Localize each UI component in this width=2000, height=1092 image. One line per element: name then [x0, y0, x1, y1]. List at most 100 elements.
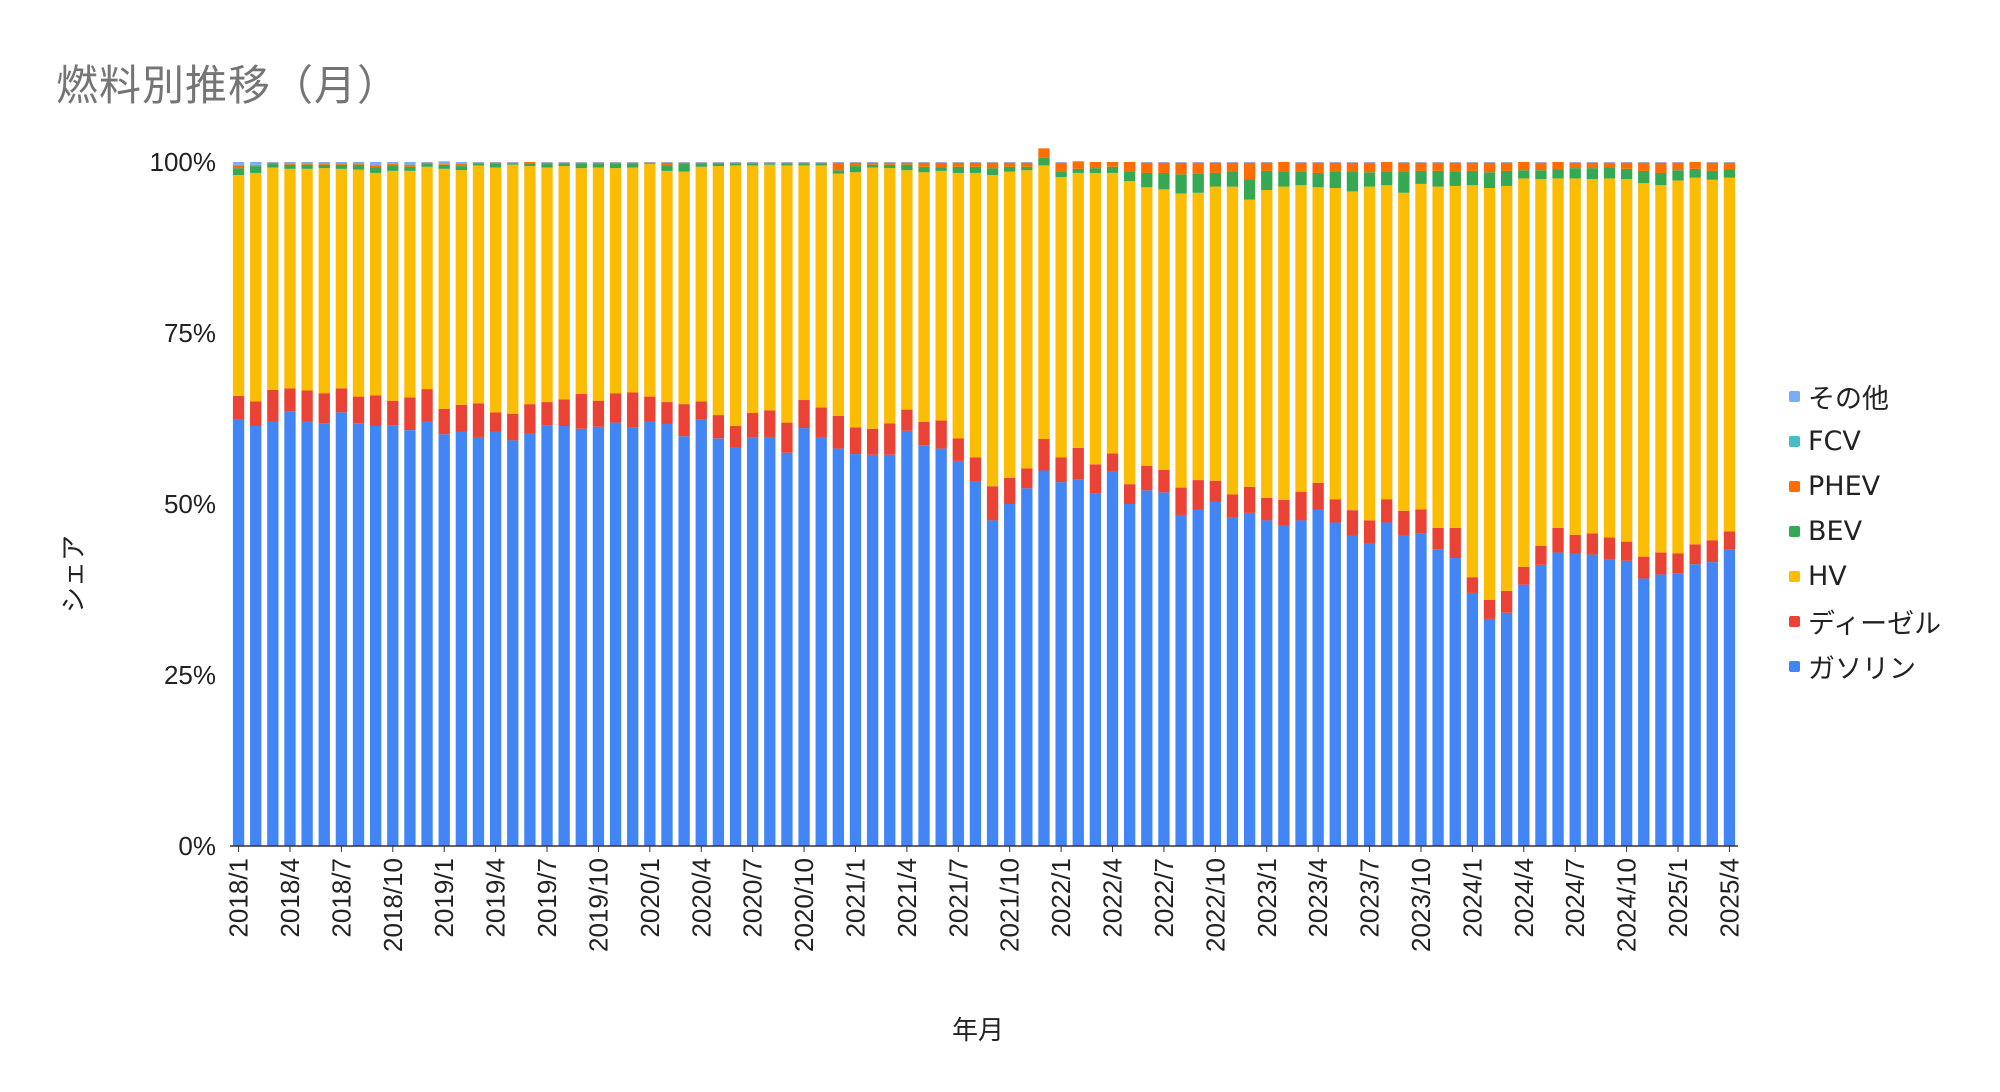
bar-segment: [1723, 169, 1736, 178]
bar-segment: [884, 162, 896, 163]
bar-segment: [1415, 170, 1427, 184]
bar-segment: [404, 162, 416, 165]
bar-segment: [1346, 162, 1359, 163]
bar-segment: [1535, 162, 1547, 171]
bar-segment: [1415, 533, 1427, 846]
x-tick-label: 2023/4: [1303, 858, 1333, 938]
bar-segment: [678, 171, 690, 405]
bar-segment: [969, 481, 982, 846]
bar-segment: [1192, 162, 1204, 163]
bar-segment: [1398, 171, 1410, 193]
bar-segment: [541, 167, 553, 403]
bar-segment: [1038, 165, 1050, 440]
bar-segment: [1226, 162, 1239, 163]
bar-segment: [267, 389, 279, 422]
bar-segment: [1363, 542, 1376, 846]
bar-segment: [575, 163, 587, 169]
x-tick-label: 2020/10: [789, 858, 819, 952]
bar-segment: [952, 162, 964, 167]
bar-segment: [318, 162, 330, 164]
bar-segment: [918, 166, 930, 173]
bar-segment: [849, 166, 862, 173]
bar-segment: [1603, 167, 1616, 179]
x-tick-label: 2023/10: [1406, 858, 1436, 952]
bar-segment: [1706, 562, 1718, 846]
bar-segment: [1501, 162, 1513, 163]
bar-segment: [901, 162, 913, 165]
legend-label: その他: [1808, 384, 1889, 415]
bar-segment: [1672, 573, 1684, 846]
bar-segment: [404, 164, 416, 165]
bar-segment: [1398, 535, 1410, 846]
chart-title: 燃料別推移（月）: [56, 61, 401, 110]
bar-segment: [1106, 166, 1119, 173]
bar-segment: [1552, 169, 1564, 179]
y-tick-label: 0%: [178, 831, 216, 861]
bar-segment: [678, 162, 690, 163]
bar-segment: [712, 166, 725, 416]
bar-segment: [1655, 162, 1667, 173]
bar-segment: [1175, 174, 1187, 194]
bar-segment: [1278, 499, 1290, 526]
bar-segment: [729, 162, 742, 164]
x-tick-label: 2022/10: [1200, 858, 1230, 952]
x-tick-label: 2019/1: [429, 858, 459, 938]
bar-segment: [472, 162, 485, 164]
bar-segment: [404, 170, 416, 398]
bar-segment: [986, 175, 999, 487]
bar-segment: [284, 162, 296, 164]
bar-segment: [1209, 162, 1221, 163]
bar-segment: [644, 162, 656, 164]
bar-segment: [1466, 592, 1479, 846]
bar-segment: [1089, 172, 1102, 465]
bar-segment: [1586, 533, 1598, 555]
bar-segment: [1295, 171, 1307, 186]
bar-segment: [1158, 189, 1170, 470]
bar-segment: [507, 163, 519, 165]
bar-segment: [404, 397, 416, 431]
bar-segment: [455, 404, 467, 432]
bar-segment: [1072, 168, 1084, 173]
bar-segment: [1141, 490, 1153, 846]
bar-segment: [1141, 162, 1153, 163]
bar-segment: [764, 164, 776, 411]
bar-segment: [489, 162, 502, 164]
bar-segment: [764, 162, 776, 164]
bar-segment: [918, 162, 930, 163]
bar-segment: [1329, 187, 1341, 500]
bar-segment: [1398, 162, 1410, 163]
bar-segment: [592, 162, 605, 163]
bar-segment: [232, 164, 245, 166]
bar-segment: [489, 167, 502, 413]
bar-segment: [1124, 181, 1136, 485]
bar-segment: [335, 168, 348, 389]
bar-segment: [866, 162, 879, 165]
bar-segment: [1038, 148, 1050, 158]
bar-segment: [1620, 168, 1633, 180]
x-axis-title: 年月: [951, 1016, 1005, 1046]
bar-segment: [901, 162, 913, 163]
bar-segment: [901, 430, 913, 846]
bar-segment: [729, 447, 742, 846]
bar-segment: [438, 408, 450, 435]
bar-segment: [1638, 578, 1650, 846]
legend-item: HV: [1789, 554, 1941, 599]
bar-segment: [232, 395, 245, 420]
bar-segment: [1483, 172, 1496, 188]
bar-segment: [524, 433, 536, 846]
bar-segment: [1226, 162, 1239, 172]
bar-segment: [627, 162, 639, 164]
bar-segment: [1346, 535, 1359, 846]
bar-segment: [1449, 162, 1461, 172]
bar-segment: [541, 162, 553, 163]
bar-segment: [1723, 531, 1736, 550]
legend-item: PHEV: [1789, 464, 1941, 509]
y-tick-label: 75%: [164, 318, 216, 348]
bar-segment: [507, 162, 519, 163]
bar-segment: [1226, 171, 1239, 187]
legend-item: ディーゼル: [1789, 599, 1941, 644]
bar-segment: [318, 393, 330, 424]
bar-segment: [489, 431, 502, 846]
